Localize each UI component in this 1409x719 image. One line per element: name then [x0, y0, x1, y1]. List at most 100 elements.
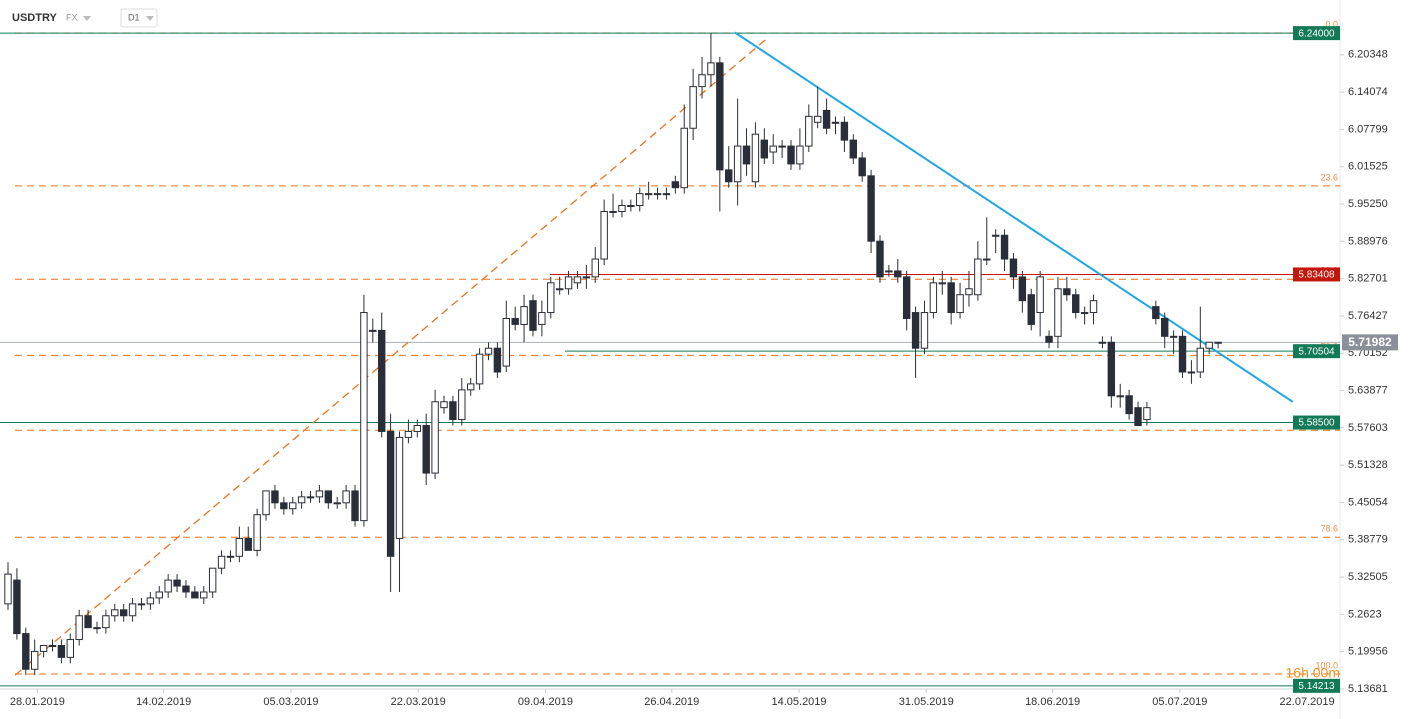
candle-body [511, 317, 519, 325]
candle-body [369, 329, 377, 332]
y-tick-label: 5.95250 [1348, 198, 1388, 210]
candle-body [591, 258, 599, 278]
candle-body [947, 282, 955, 314]
candle-body [573, 276, 582, 284]
candle-body [253, 514, 261, 551]
candle-body [137, 603, 146, 606]
candle-body [324, 490, 333, 504]
candle-body [84, 615, 92, 629]
x-tick-label: 05.07.2019 [1152, 696, 1207, 708]
candle-body [466, 383, 475, 391]
price-tag [1293, 26, 1340, 41]
candle-body [66, 639, 74, 658]
candle-body [1054, 288, 1062, 337]
candle-body [1098, 341, 1107, 344]
candle-body [760, 139, 769, 159]
candle-body [75, 615, 83, 641]
candle-body [902, 276, 911, 319]
timeframe: D1 [128, 12, 140, 22]
candle-body [538, 312, 546, 325]
candle-body [1018, 276, 1027, 302]
candle-body [431, 401, 439, 474]
candle-body [315, 490, 324, 498]
market-dropdown[interactable] [83, 16, 91, 21]
candle-body [858, 157, 866, 177]
y-tick-label: 6.01525 [1348, 161, 1388, 173]
candle-body [929, 282, 938, 314]
candle-body [822, 109, 831, 129]
candle-body [867, 175, 875, 242]
candle-body [289, 502, 297, 510]
market: FX [66, 12, 78, 22]
timeframe-box[interactable] [120, 8, 158, 28]
candle-body [155, 591, 163, 599]
candle-body [529, 300, 537, 331]
candle-body [386, 430, 395, 557]
y-tick-label: 5.19956 [1348, 646, 1388, 658]
price-tag-label: 5.58500 [1298, 418, 1335, 429]
candle-body [271, 490, 279, 504]
candle-body [582, 276, 591, 279]
candle-body [404, 430, 413, 438]
candle-body [1134, 407, 1142, 427]
candle-body [742, 145, 751, 165]
candle-body [146, 597, 155, 605]
candle-body [911, 312, 920, 349]
candle-body [1169, 335, 1178, 338]
candle-body [885, 270, 893, 273]
x-tick-label: 31.05.2019 [899, 696, 954, 708]
x-tick-label: 22.07.2019 [1280, 696, 1335, 708]
candle-body [119, 609, 128, 617]
y-tick-label: 6.20348 [1348, 49, 1388, 61]
candle-body [1116, 395, 1124, 398]
candle-body [208, 567, 217, 593]
candle-body [217, 555, 226, 569]
candle-body [751, 133, 760, 183]
candle-body [671, 181, 680, 189]
candle-body [983, 258, 991, 261]
candle-body [458, 389, 466, 421]
candle-body [689, 86, 697, 129]
y-tick-label: 5.32505 [1348, 571, 1388, 583]
candle-body [484, 347, 493, 355]
candle-body [769, 145, 777, 153]
candle-body [965, 288, 973, 296]
x-tick-label: 26.04.2019 [644, 696, 699, 708]
candle-body [164, 579, 172, 593]
candle-body [351, 490, 359, 522]
candle-body [173, 579, 181, 587]
trendline [14, 39, 766, 676]
candle-body [22, 633, 30, 670]
y-tick-label: 5.51328 [1348, 459, 1388, 471]
candle-body [395, 436, 404, 539]
candle-body [48, 644, 57, 647]
candle-body [502, 317, 510, 367]
y-tick-label: 6.07799 [1348, 123, 1388, 135]
candle-body [813, 115, 822, 123]
price-tag [1293, 415, 1340, 430]
candle-body [1178, 335, 1187, 373]
candle-body [1214, 341, 1222, 344]
candle-body [787, 145, 795, 165]
candle-body [1089, 300, 1098, 314]
fib-label: 0.0 [1325, 19, 1338, 29]
price-tag [1293, 678, 1340, 693]
candle-body [725, 169, 733, 183]
candle-body [1196, 347, 1205, 373]
candle-body [297, 496, 306, 504]
candle-body [956, 294, 964, 314]
timeframe-dropdown[interactable] [146, 16, 154, 21]
candle-body [778, 145, 786, 148]
candle-body [1107, 341, 1116, 397]
y-tick-label: 5.88976 [1348, 235, 1388, 247]
y-tick-label: 5.45054 [1348, 496, 1388, 508]
candle-body [449, 401, 457, 421]
candle-body [30, 650, 39, 670]
candle-body [920, 312, 929, 349]
candle-body [618, 205, 626, 212]
candle-body [360, 312, 368, 522]
candle-body [564, 276, 573, 290]
candle-body [876, 240, 884, 278]
